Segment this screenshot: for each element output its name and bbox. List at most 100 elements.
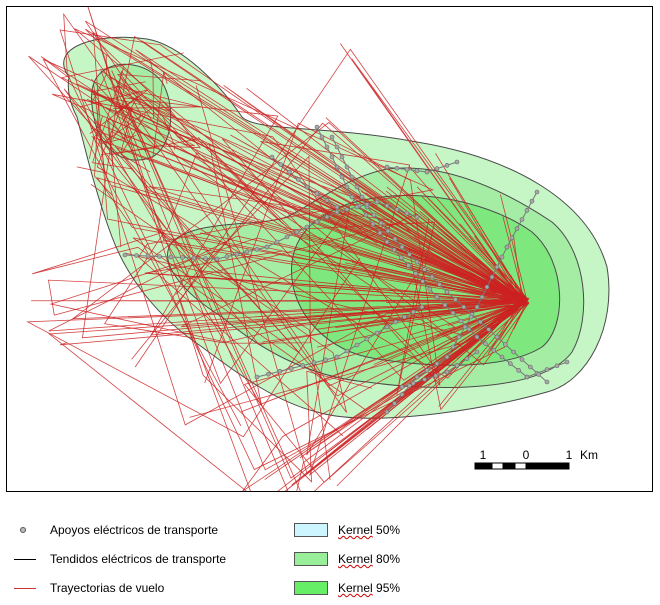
power-pole [295,177,301,182]
flight-track [513,303,528,330]
power-pole [516,368,521,373]
flight-track [502,216,526,304]
power-pole [377,230,383,236]
power-pole [461,304,466,310]
power-pole [334,144,340,150]
map-canvas[interactable]: 1 0 1 Km [7,7,653,492]
power-pole [284,234,290,240]
power-pole [444,163,450,168]
power-pole [384,203,390,209]
power-pole [484,284,490,290]
power-pole [494,264,500,270]
flight-track [71,121,527,330]
flight-track [91,54,107,104]
flight-track [315,197,528,303]
power-pole [391,247,397,253]
flight-track [419,210,527,302]
flight-track [119,75,142,120]
power-pole [407,252,412,257]
power-pole [407,383,412,389]
flight-track [335,194,526,300]
power-pole [450,310,456,316]
power-pole [244,249,250,255]
power-pole [406,263,411,268]
flight-track [315,204,527,299]
power-pole [344,184,350,190]
power-pole [458,318,464,324]
legend-label-kernel-95: Kernel 95% [338,581,401,595]
power-pole [474,334,480,340]
flight-track [406,293,527,304]
legend-label-tracks: Trayectorias de vuelo [50,581,165,595]
flight-track [149,59,154,119]
scale-label-zero: 0 [523,448,530,462]
power-pole [374,330,380,336]
pole-symbol-icon [10,523,44,537]
flight-track [452,298,525,348]
power-pole [334,209,340,215]
flight-track [76,83,106,174]
power-pole [434,166,440,171]
power-pole [422,377,427,382]
power-pole [508,361,513,366]
power-pole [399,384,405,390]
power-pole [392,236,398,242]
power-pole [364,202,370,207]
power-pole [422,267,427,272]
power-pole [528,364,533,370]
flight-track [459,223,528,301]
power-pole [536,372,541,377]
power-pole [323,357,328,363]
power-pole [384,164,390,170]
power-pole [224,254,230,259]
power-pole [399,392,405,397]
power-pole [122,252,128,258]
power-pole [384,409,390,415]
power-pole [334,204,340,210]
power-pole [329,154,335,160]
power-pole [453,297,458,302]
flight-track [154,100,201,149]
power-pole [394,207,400,212]
power-pole [414,168,420,174]
power-pole [287,169,292,175]
flight-track [88,132,99,159]
power-pole [414,259,420,265]
power-pole [324,214,330,220]
power-pole [398,255,404,261]
power-pole [479,294,485,300]
power-pole [314,219,320,225]
power-pole [534,189,540,195]
power-pole [370,221,376,227]
power-pole [339,174,345,180]
power-pole [424,368,430,373]
power-pole [519,357,525,362]
power-pole [433,373,439,379]
kernel-50-swatch [294,523,328,537]
power-pole [324,198,330,203]
flight-track [355,199,527,303]
flight-track [95,115,103,139]
power-pole [324,144,330,150]
flight-track [442,303,527,338]
power-pole [444,354,450,360]
flight-track [79,89,148,134]
power-pole [274,239,280,245]
power-pole [266,371,271,377]
map-frame[interactable]: 1 0 1 Km [6,6,653,492]
power-pole [444,369,450,375]
power-pole [168,254,174,260]
power-pole [564,359,570,365]
flight-track [284,301,527,328]
kernel-80-swatch [294,552,328,566]
kernel-95-swatch [294,581,328,595]
power-pole [277,368,283,374]
flight-track [330,264,525,304]
power-pole [450,344,456,350]
power-pole [544,379,550,385]
power-pole [334,354,340,360]
power-pole [503,342,508,347]
flight-track [94,101,113,196]
flight-track [263,301,524,324]
flight-track [111,87,147,152]
